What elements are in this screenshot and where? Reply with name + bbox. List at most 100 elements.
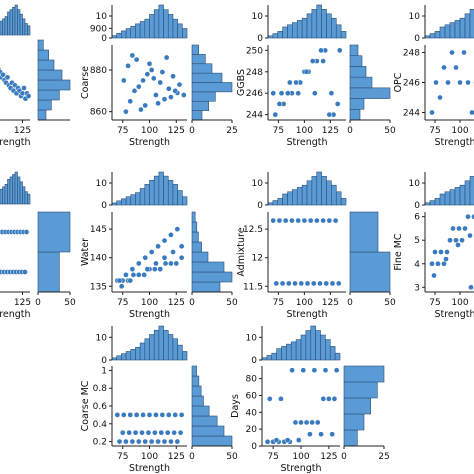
scatter-point [455, 242, 461, 248]
hist-right-bar [37, 89, 60, 101]
hist-top-tick-label: 0 [257, 201, 263, 211]
hist-right-bar [191, 82, 233, 93]
scatter-point [135, 260, 142, 267]
hist-right-bar [349, 251, 391, 293]
scatter-point [129, 438, 136, 445]
scatter-point [159, 412, 166, 418]
scatter-point [279, 280, 286, 287]
hist-top-bar [163, 9, 169, 39]
x-tick-label: 125 [168, 452, 185, 462]
hist-top-bar [163, 175, 169, 206]
scatter-point [303, 419, 310, 426]
x-tick-label: 125 [322, 298, 339, 308]
hist-top-bar [292, 189, 298, 206]
scatter-point [273, 280, 280, 287]
scatter-point [159, 69, 166, 75]
hist-top-bar [22, 186, 26, 205]
hist-top-bar [149, 14, 155, 39]
y-axis-label: Water [80, 238, 91, 266]
scatter-point [457, 79, 463, 86]
hist-right-bar [37, 251, 60, 293]
hist-top-bar [116, 200, 122, 206]
hist-top-bar [12, 174, 16, 205]
x-axis-label: Strength [129, 137, 170, 148]
x-tick-label: 100 [141, 298, 158, 308]
hist-top-bar [300, 334, 307, 361]
hist-top-bar [139, 188, 146, 206]
scatter-point [318, 47, 324, 54]
scatter-point [295, 90, 302, 97]
scatter-point [141, 272, 147, 278]
x-tick-label: 100 [292, 452, 309, 462]
hist-top-bar [301, 184, 308, 206]
hist-top-bar [282, 193, 288, 206]
y-axis-label: Days [230, 394, 241, 418]
x-tick-label: 100 [451, 126, 468, 136]
scatter-point [309, 58, 316, 64]
hist-top-bar [334, 352, 341, 361]
hist-top-bar [296, 187, 303, 206]
scatter-point [23, 229, 30, 235]
hist-top-bar [277, 198, 283, 206]
y-tick-label: 20 [246, 425, 258, 435]
hist-top-bar [24, 23, 28, 36]
scatter-point [286, 79, 293, 86]
scatter-point [142, 254, 149, 261]
scatter-point [116, 277, 123, 284]
scatter-point [438, 249, 444, 255]
x-tick-label: 100 [141, 126, 158, 136]
scatter-point [318, 431, 324, 438]
scatter-point [329, 280, 336, 287]
scatter-point [157, 266, 164, 272]
scatter-point [320, 395, 327, 402]
hist-right-bar [349, 211, 379, 253]
y-tick-label: 248 [403, 49, 420, 59]
hist-top-bar [340, 31, 347, 39]
hist-top-bar [267, 202, 274, 206]
hist-top-bar [17, 9, 21, 36]
x-tick-label: 75 [273, 126, 284, 136]
hist-top-bar [315, 330, 321, 361]
hist-top-bar [125, 351, 132, 361]
hist-right-bar [191, 72, 223, 83]
hist-top-bar [316, 4, 322, 39]
hist-right-tick-label: 50 [384, 126, 396, 136]
scatter-point [144, 266, 151, 272]
hist-right-tick-label: 25 [226, 126, 237, 136]
scatter-point [114, 412, 121, 418]
scatter-point [148, 438, 155, 445]
x-tick-label: 100 [141, 452, 158, 462]
scatter-point [301, 217, 308, 224]
scatter-point [161, 237, 168, 244]
scatter-point [276, 101, 283, 107]
scatter-point [130, 272, 137, 278]
hist-right-bar [191, 281, 221, 293]
scatter-point [292, 280, 298, 287]
hist-top-bar [125, 196, 132, 206]
scatter-point [146, 60, 153, 67]
hist-top-bar [340, 198, 347, 206]
scatter-point [165, 85, 172, 92]
x-tick-label: 125 [320, 452, 337, 462]
scatter-point [153, 260, 159, 267]
scatter-point [453, 237, 459, 244]
scatter-point [176, 81, 183, 88]
hist-right-bar [191, 231, 199, 243]
y-tick-label: 0 [251, 442, 257, 452]
scatter-point [433, 79, 439, 86]
hist-top-tick-label: 10 [96, 333, 108, 343]
scatter-point [323, 280, 330, 287]
hist-top-bar [130, 25, 136, 39]
hist-top-bar [116, 355, 122, 361]
scatter-point [170, 73, 176, 80]
hist-right-bar [191, 54, 206, 65]
hist-top-bar [424, 202, 431, 206]
hist-top-bar [449, 22, 456, 39]
hist-right-tick-label: 0 [189, 298, 195, 308]
hist-top-bar [111, 357, 117, 361]
hist-right-bar [191, 91, 216, 102]
y-tick-label: 250 [246, 46, 263, 56]
hist-top-bar [9, 176, 13, 205]
